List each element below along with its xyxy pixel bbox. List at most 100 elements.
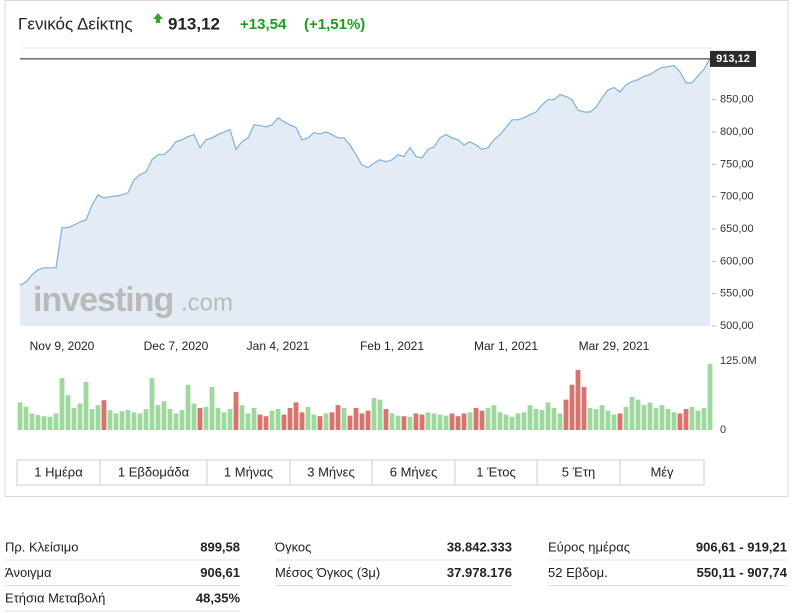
- volume-bar: [299, 412, 305, 430]
- range-button[interactable]: Μέγ: [619, 459, 705, 486]
- volume-bar: [221, 412, 227, 430]
- range-button-label[interactable]: 1 Εβδομάδα: [118, 464, 190, 479]
- price-line: [19, 58, 711, 286]
- range-button[interactable]: 1 Ημέρα: [16, 459, 101, 486]
- stat-label: Ετήσια Μεταβολή: [5, 590, 105, 605]
- index-change: +13,54: [240, 16, 287, 33]
- volume-bar: [545, 402, 551, 430]
- volume-bar: [467, 412, 473, 430]
- stat-label: Εύρος ημέρας: [548, 539, 630, 554]
- volume-bar: [41, 416, 47, 430]
- volume-bar: [353, 407, 359, 430]
- volume-bar: [281, 414, 287, 430]
- range-button-label[interactable]: 1 Ημέρα: [34, 464, 83, 479]
- stat-label: Όγκος: [274, 539, 311, 554]
- volume-bar: [323, 413, 329, 430]
- volume-bar: [413, 413, 419, 430]
- volume-bar: [677, 413, 683, 430]
- range-button-box[interactable]: [619, 459, 705, 486]
- volume-bar: [209, 386, 215, 430]
- volume-bar: [113, 413, 119, 430]
- volume-bar: [101, 400, 107, 430]
- volume-bar: [77, 403, 83, 430]
- volume-bar: [599, 405, 605, 430]
- y-tick-label: 650,00: [720, 223, 754, 235]
- volume-bar: [623, 406, 629, 430]
- volume-bar: [647, 402, 653, 430]
- volume-bar: [149, 378, 155, 430]
- range-button-box[interactable]: [289, 459, 373, 486]
- volume-bar: [269, 410, 275, 430]
- range-button-box[interactable]: [99, 459, 208, 486]
- volume-bar: [215, 407, 221, 430]
- last-price-badge: [710, 50, 756, 67]
- volume-bar: [575, 369, 581, 430]
- stat-label: 52 Εβδομ.: [548, 565, 608, 580]
- volume-bar: [119, 411, 125, 430]
- volume-bar: [185, 384, 191, 430]
- volume-bar: [569, 384, 575, 430]
- range-button-label[interactable]: 5 Έτη: [562, 464, 595, 479]
- volume-bar: [335, 405, 341, 430]
- range-button[interactable]: 3 Μήνες: [289, 459, 373, 486]
- volume-bar: [191, 403, 197, 430]
- volume-bar: [197, 407, 203, 430]
- volume-bar: [605, 410, 611, 430]
- volume-bar: [137, 413, 143, 430]
- volume-bar: [389, 413, 395, 430]
- index-price: 913,12: [168, 14, 220, 33]
- volume-bar: [107, 410, 113, 430]
- x-tick-label: Mar 29, 2021: [579, 339, 650, 353]
- volume-bar: [293, 402, 299, 430]
- volume-bar: [425, 412, 431, 430]
- volume-bar: [275, 409, 281, 430]
- volume-bar: [593, 409, 599, 430]
- watermark-brand: investing: [33, 281, 173, 319]
- y-tick-label: 800,00: [720, 126, 754, 138]
- volume-bar: [47, 416, 53, 430]
- volume-bar: [617, 413, 623, 430]
- range-button-box[interactable]: [371, 459, 456, 486]
- range-button[interactable]: 1 Εβδομάδα: [99, 459, 208, 486]
- range-button-label[interactable]: Μέγ: [650, 464, 674, 479]
- range-button[interactable]: 1 Μήνας: [206, 459, 291, 486]
- volume-bar: [521, 412, 527, 430]
- volume-bar: [443, 415, 449, 430]
- volume-bar: [71, 407, 77, 430]
- volume-bar: [257, 414, 263, 430]
- stat-value: 906,61 - 919,21: [696, 539, 787, 554]
- y-tick-label: 500,00: [720, 320, 754, 332]
- volume-bar: [701, 407, 707, 430]
- range-button-label[interactable]: 1 Έτος: [476, 464, 515, 479]
- range-button[interactable]: 5 Έτη: [536, 459, 621, 486]
- range-button-box[interactable]: [16, 459, 101, 486]
- y-tick-label: 750,00: [720, 158, 754, 170]
- volume-bar: [35, 415, 41, 430]
- x-tick-label: Jan 4, 2021: [247, 339, 310, 353]
- volume-bar: [665, 409, 671, 430]
- range-button-label[interactable]: 1 Μήνας: [224, 464, 273, 479]
- range-button-label[interactable]: 6 Μήνες: [390, 464, 437, 479]
- range-button[interactable]: 6 Μήνες: [371, 459, 456, 486]
- volume-bar: [401, 416, 407, 430]
- stat-value: 37.978.176: [447, 565, 512, 580]
- volume-bar: [629, 396, 635, 430]
- range-button[interactable]: 1 Έτος: [454, 459, 538, 486]
- range-button-box[interactable]: [536, 459, 621, 486]
- volume-bar: [371, 397, 377, 430]
- stat-label: Πρ. Κλείσιμο: [5, 539, 79, 554]
- volume-bar: [131, 412, 137, 430]
- stat-value: 48,35%: [196, 590, 241, 605]
- volume-bar: [383, 409, 389, 430]
- y-tick-label: 700,00: [720, 191, 754, 203]
- volume-bar: [287, 407, 293, 430]
- volume-bar: [395, 415, 401, 430]
- volume-bar: [419, 414, 425, 430]
- range-button-label[interactable]: 3 Μήνες: [307, 464, 354, 479]
- up-arrow: [153, 13, 163, 23]
- volume-bar: [653, 407, 659, 430]
- range-button-box[interactable]: [206, 459, 291, 486]
- stats: Πρ. Κλείσιμο 899,58 Άνοιγμα 906,61 Ετήσια Με…: [5, 539, 788, 612]
- volume-bar: [305, 406, 311, 430]
